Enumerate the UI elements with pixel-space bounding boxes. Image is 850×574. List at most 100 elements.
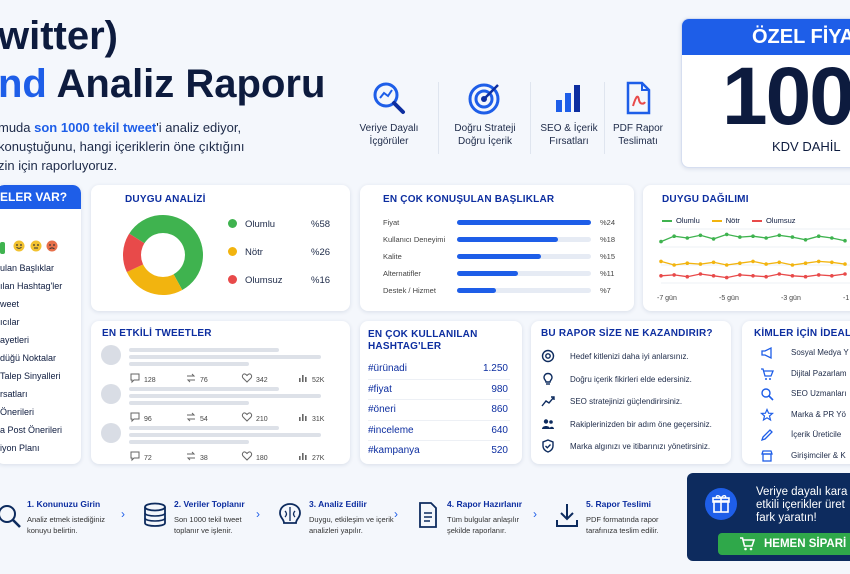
step-title: 1. Konunuzu Girin <box>27 499 101 509</box>
legend-label: Nötr <box>245 247 263 258</box>
tweet-stat-value: 54 <box>200 416 208 423</box>
topic-bar-track <box>457 271 591 276</box>
step-title: 3. Analiz Edilir <box>309 499 367 509</box>
audience-title: KİMLER İÇİN İDEAL? <box>754 328 850 339</box>
data-point <box>724 275 729 280</box>
benefit-item: Rakiplerinizden bir adım öne geçersiniz. <box>541 417 729 440</box>
sad-face-icon <box>46 240 58 252</box>
audience-item: Dijital Pazarlam <box>760 366 850 387</box>
data-point <box>685 236 690 240</box>
hashtag-tag[interactable]: #inceleme <box>368 424 414 436</box>
chart-title: DUYGU DAĞILIMI <box>662 194 749 205</box>
step-desc: konuyu belirtin. <box>27 526 78 535</box>
contents-item: düğü Noktalar <box>0 353 57 363</box>
title-rest: Analiz Raporu <box>46 62 326 106</box>
hashtag-row: #öneri 860 <box>368 400 510 421</box>
legend-row: Olumlu %58 <box>228 219 331 247</box>
sentiment-legend: Olumlu %58 Nötr %26 Olumsuz %16 <box>228 219 331 303</box>
hashtag-count: 980 <box>491 383 508 395</box>
topic-label: Kullanıcı Deneyimi <box>383 235 446 244</box>
pdf-icon <box>626 81 651 115</box>
divider <box>604 82 605 154</box>
views-icon <box>299 374 307 382</box>
step-desc: Duygu, etkileşim ve içerik <box>309 515 394 524</box>
x-tick-label: -7 gün <box>657 295 677 302</box>
hashtag-list: #ürünadi 1.250 #fiyat 980 #öneri 860 #inceleme… <box>368 359 510 462</box>
intro-text: muda son 1000 tekil tweet'i analiz ediyo… <box>0 118 244 175</box>
data-point <box>672 273 676 277</box>
data-point <box>711 237 716 241</box>
data-point <box>659 259 663 264</box>
hashtags-card: EN ÇOK KULLANILAN HASHTAG'LER #ürünadi 1.… <box>360 321 522 464</box>
shield-icon <box>542 439 554 453</box>
topic-value: %11 <box>600 269 615 278</box>
contents-item: Önerileri <box>0 407 35 417</box>
audience-text: İçerik Üreticile <box>791 430 842 439</box>
benefit-text: Rakiplerinizden bir adım öne geçersiniz. <box>570 419 712 429</box>
avatar <box>101 345 121 365</box>
megaphone-icon <box>761 346 772 360</box>
tweet-row[interactable]: 72 38 180 27K <box>101 421 341 462</box>
audience-text: Marka & PR Yö <box>791 409 846 419</box>
store-icon <box>761 449 773 462</box>
data-point <box>777 272 782 276</box>
step-desc: PDF formatında rapor <box>586 515 659 524</box>
data-point <box>843 262 847 266</box>
hashtag-tag[interactable]: #ürünadi <box>368 363 407 374</box>
order-now-button[interactable]: HEMEN SİPARİ <box>718 533 850 555</box>
hashtag-tag[interactable]: #kampanya <box>368 445 420 456</box>
audience-text: Sosyal Medya Y <box>791 348 849 357</box>
data-point <box>711 260 716 265</box>
cta-line: Veriye dayalı kara <box>756 486 848 498</box>
feature-label: Doğru İçerik <box>458 136 512 147</box>
step-desc: Tüm bulgular anlaşılır <box>447 515 520 524</box>
hashtag-count: 520 <box>491 445 508 456</box>
audience-list: Sosyal Medya Y Dijital Pazarlam SEO Uzmanl… <box>760 345 850 464</box>
magnifier-icon <box>0 505 21 528</box>
benefit-item: SEO stratejinizi güçlendirirsiniz. <box>541 394 729 417</box>
feature-label: SEO & İçerik <box>540 123 598 134</box>
data-point <box>672 234 676 238</box>
legend-dot <box>228 219 237 228</box>
reply-icon <box>130 451 140 461</box>
topic-bar <box>457 288 496 293</box>
tweet-row[interactable]: 96 54 210 31K <box>101 382 341 423</box>
hashtag-tag[interactable]: #öneri <box>368 404 396 415</box>
tweet-stat-value: 31K <box>312 416 325 423</box>
chart-search-icon <box>373 82 405 114</box>
intro-line2: konuştuğunu, hangi içeriklerin öne çıktı… <box>0 139 245 154</box>
contents-item: ıcılar <box>0 317 20 327</box>
topics-card: EN ÇOK KONUŞULAN BAŞLIKLAR Fiyat %24 Kulla… <box>360 185 634 311</box>
lightbulb-icon <box>543 372 553 385</box>
tweet-stat-likes: 342 <box>241 369 268 387</box>
contents-item: rsatları <box>0 389 28 399</box>
brain-icon <box>279 503 301 524</box>
data-point <box>751 274 755 278</box>
legend-value: %58 <box>311 219 331 230</box>
data-point <box>751 234 755 238</box>
data-point <box>685 261 690 265</box>
audience-card: KİMLER İÇİN İDEAL? Sosyal Medya Y Dijital… <box>742 321 850 464</box>
heart-icon <box>241 451 253 461</box>
contents-item: weet <box>0 299 20 309</box>
step-title: 2. Veriler Toplanır <box>174 499 245 509</box>
benefit-text: Marka algınızı ve itibarınızı yönetirsin… <box>570 442 711 451</box>
step-desc: toplanır ve işlenir. <box>174 526 233 535</box>
data-point <box>659 239 663 244</box>
benefit-item: Doğru içerik fikirleri elde edersiniz. <box>541 372 729 395</box>
avatar <box>101 384 121 404</box>
cart-icon <box>761 367 774 380</box>
process-step-5: 5. Rapor Teslimi PDF formatında rapor tara… <box>553 497 683 557</box>
hashtag-tag[interactable]: #fiyat <box>368 383 392 395</box>
step-title: 4. Rapor Hazırlanır <box>447 499 523 509</box>
happy-face-icon <box>13 240 25 252</box>
tweet-stat-value: 180 <box>256 455 268 462</box>
tweet-text-placeholder <box>129 440 249 444</box>
heart-icon <box>241 412 253 422</box>
legend-row: Olumsuz %16 <box>228 275 330 303</box>
step-title: 5. Rapor Teslimi <box>586 499 652 509</box>
hashtags-title-1: EN ÇOK KULLANILAN <box>368 329 478 340</box>
tweet-row[interactable]: 128 76 342 52K <box>101 343 341 384</box>
contents-header: ELER VAR? <box>0 185 81 209</box>
legend-label: Nötr <box>725 216 740 225</box>
